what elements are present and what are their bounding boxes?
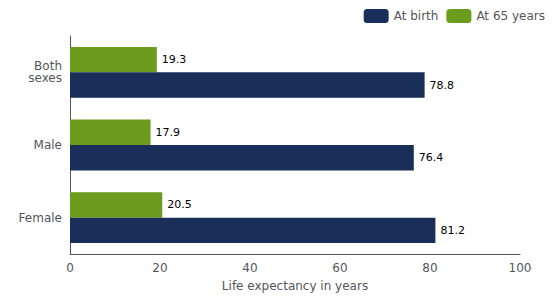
svg-text:20.5: 20.5 (167, 198, 192, 211)
svg-text:17.9: 17.9 (156, 126, 181, 139)
svg-text:78.8: 78.8 (430, 79, 455, 92)
svg-text:19.3: 19.3 (162, 53, 187, 66)
svg-text:81.2: 81.2 (440, 224, 465, 237)
svg-text:80: 80 (422, 261, 437, 275)
svg-text:Life expectancy in years: Life expectancy in years (222, 279, 368, 293)
svg-text:0: 0 (66, 261, 74, 275)
svg-text:At birth: At birth (394, 9, 439, 23)
svg-text:Female: Female (19, 211, 62, 225)
svg-text:60: 60 (332, 261, 347, 275)
svg-text:sexes: sexes (28, 71, 62, 85)
svg-text:Male: Male (34, 138, 62, 152)
svg-text:40: 40 (242, 261, 257, 275)
svg-text:76.4: 76.4 (419, 151, 444, 164)
svg-text:100: 100 (509, 261, 532, 275)
svg-text:Both: Both (34, 59, 62, 74)
svg-text:20: 20 (152, 261, 167, 275)
svg-text:At 65 years: At 65 years (476, 9, 545, 23)
